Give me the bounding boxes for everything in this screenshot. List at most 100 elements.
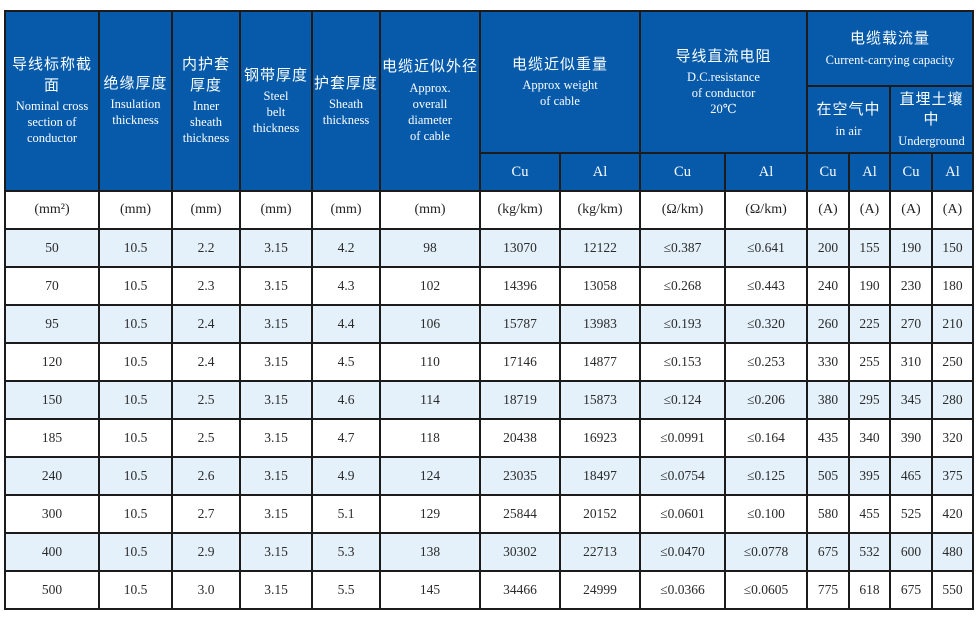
data-cell: 10.5 — [98, 228, 173, 268]
data-cell: ≤0.0778 — [724, 532, 808, 572]
data-cell: 345 — [889, 380, 933, 420]
data-cell: ≤0.153 — [639, 342, 726, 382]
data-cell: 5.5 — [311, 570, 381, 610]
data-cell: 180 — [931, 266, 974, 306]
data-cell: 310 — [889, 342, 933, 382]
col-header-insulation-thickness: 绝缘厚度 Insulation thickness — [98, 10, 173, 192]
data-cell: ≤0.0601 — [639, 494, 726, 534]
metal-header-al: Al — [848, 152, 891, 192]
data-cell: 4.9 — [311, 456, 381, 496]
metal-header-al: Al — [931, 152, 974, 192]
units-row: (mm²) (mm) (mm) (mm) (mm) (mm) (kg/km) (… — [4, 190, 974, 230]
data-cell: 50 — [4, 228, 100, 268]
data-cell: ≤0.206 — [724, 380, 808, 420]
data-cell: 98 — [379, 228, 481, 268]
unit-cell: (mm) — [98, 190, 173, 230]
col-header-en: Insulation thickness — [110, 96, 161, 128]
data-cell: 2.5 — [171, 380, 241, 420]
unit-cell: (mm) — [239, 190, 313, 230]
data-cell: 13070 — [479, 228, 561, 268]
col-header-steel-belt-thickness: 钢带厚度 Steel belt thickness — [239, 10, 313, 192]
data-cell: ≤0.253 — [724, 342, 808, 382]
data-cell: ≤0.193 — [639, 304, 726, 344]
col-header-current-capacity: 电缆载流量 Current-carrying capacity — [806, 10, 974, 87]
data-cell: 230 — [889, 266, 933, 306]
data-cell: 435 — [806, 418, 850, 458]
col-header-en: Nominal cross section of conductor — [15, 98, 89, 146]
data-cell: 4.2 — [311, 228, 381, 268]
data-cell: 550 — [931, 570, 974, 610]
data-cell: 10.5 — [98, 532, 173, 572]
data-cell: 13983 — [559, 304, 641, 344]
unit-cell: (A) — [848, 190, 891, 230]
data-cell: 2.4 — [171, 304, 241, 344]
data-cell: 2.6 — [171, 456, 241, 496]
data-cell: 145 — [379, 570, 481, 610]
data-cell: 400 — [4, 532, 100, 572]
data-cell: 500 — [4, 570, 100, 610]
data-cell: 675 — [889, 570, 933, 610]
data-cell: 250 — [931, 342, 974, 382]
metal-header-al: Al — [724, 152, 808, 192]
metal-header-cu: Cu — [479, 152, 561, 192]
unit-cell: (A) — [931, 190, 974, 230]
data-cell: 280 — [931, 380, 974, 420]
data-cell: 30302 — [479, 532, 561, 572]
data-cell: ≤0.164 — [724, 418, 808, 458]
data-cell: 200 — [806, 228, 850, 268]
data-cell: 138 — [379, 532, 481, 572]
header-row-subgroups: 在空气中 in air 直埋土壤中 Underground — [5, 85, 974, 154]
data-cell: 2.5 — [171, 418, 241, 458]
table-header: 导线标称截面 Nominal cross section of conducto… — [4, 10, 974, 230]
data-cell: 155 — [848, 228, 891, 268]
data-cell: 3.15 — [239, 342, 313, 382]
data-cell: 4.4 — [311, 304, 381, 344]
col-header-en: Sheath thickness — [322, 96, 370, 128]
col-header-en: Underground — [898, 133, 965, 148]
data-cell: 210 — [931, 304, 974, 344]
cable-spec-table: 导线标称截面 Nominal cross section of conducto… — [4, 10, 974, 610]
table-body: 50 10.5 2.2 3.15 4.2 98 13070 12122 ≤0.387 ≤0.641… — [4, 228, 974, 610]
data-cell: 70 — [4, 266, 100, 306]
data-cell: ≤0.0470 — [639, 532, 726, 572]
data-cell: 2.7 — [171, 494, 241, 534]
data-cell: 20152 — [559, 494, 641, 534]
data-cell: 10.5 — [98, 494, 173, 534]
data-cell: 10.5 — [98, 456, 173, 496]
data-cell: 10.5 — [98, 380, 173, 420]
data-cell: 16923 — [559, 418, 641, 458]
table-row: 70 10.5 2.3 3.15 4.3 102 14396 13058 ≤0.268 ≤0.44… — [4, 266, 974, 306]
data-cell: 600 — [889, 532, 933, 572]
col-header-zh: 钢带厚度 — [243, 67, 308, 84]
data-cell: ≤0.443 — [724, 266, 808, 306]
data-cell: 120 — [4, 342, 100, 382]
col-header-en: Approx weight of cable — [522, 77, 598, 109]
col-header-approx-diameter: 电缆近似外径 Approx. overall diameter of cable — [379, 10, 481, 192]
col-header-in-air: 在空气中 in air — [806, 85, 891, 154]
unit-cell: (A) — [889, 190, 933, 230]
unit-cell: (A) — [806, 190, 850, 230]
header-row-groups: 导线标称截面 Nominal cross section of conducto… — [4, 10, 974, 192]
metal-header-cu: Cu — [639, 152, 726, 192]
col-header-zh: 绝缘厚度 — [103, 75, 168, 92]
data-cell: 129 — [379, 494, 481, 534]
data-cell: ≤0.0754 — [639, 456, 726, 496]
data-cell: 2.3 — [171, 266, 241, 306]
data-cell: 22713 — [559, 532, 641, 572]
col-header-en: in air — [835, 123, 862, 138]
data-cell: ≤0.268 — [639, 266, 726, 306]
data-cell: 300 — [4, 494, 100, 534]
col-header-zh: 电缆近似重量 — [511, 56, 608, 73]
data-cell: 106 — [379, 304, 481, 344]
data-cell: 18719 — [479, 380, 561, 420]
data-cell: 675 — [806, 532, 850, 572]
metal-header-cu: Cu — [806, 152, 850, 192]
table-row: 150 10.5 2.5 3.15 4.6 114 18719 15873 ≤0.124 ≤0.2… — [4, 380, 974, 420]
col-header-zh: 直埋土壤中 — [899, 92, 964, 129]
data-cell: 110 — [379, 342, 481, 382]
data-cell: 532 — [848, 532, 891, 572]
data-cell: 114 — [379, 380, 481, 420]
data-cell: 17146 — [479, 342, 561, 382]
col-header-nominal-cross-section: 导线标称截面 Nominal cross section of conducto… — [4, 10, 100, 192]
data-cell: 270 — [889, 304, 933, 344]
